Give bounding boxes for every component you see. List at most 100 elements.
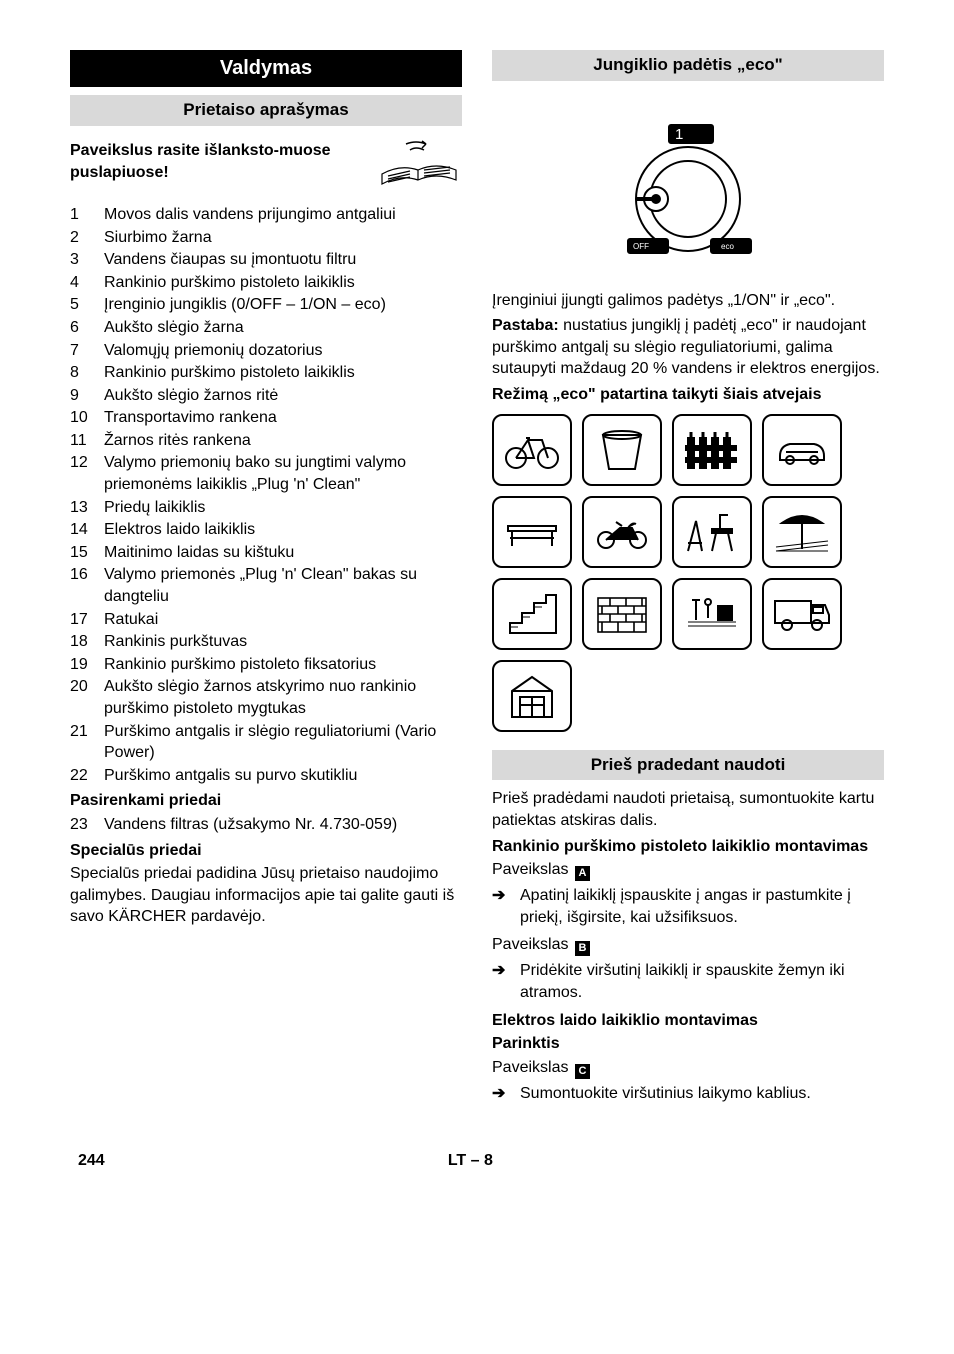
list-item: 16Valymo priemonės „Plug 'n' Clean" baka…	[70, 564, 462, 607]
eco-intro: Įrenginiui įjungti galimos padėtys „1/ON…	[492, 290, 884, 312]
list-text: Movos dalis vandens prijungimo antgaliui	[104, 204, 462, 226]
stairs-icon	[492, 578, 572, 650]
page-number: 244	[78, 1150, 105, 1172]
outdoor-chair-icon	[672, 496, 752, 568]
list-number: 18	[70, 631, 92, 653]
before-intro: Prieš pradėdami naudoti prietaisą, sumon…	[492, 788, 884, 831]
list-text: Žarnos ritės rankena	[104, 430, 462, 452]
step-text: Pridėkite viršutinį laikiklį ir spauskit…	[520, 960, 884, 1003]
wall-icon	[582, 578, 662, 650]
list-text: Purškimo antgalis su purvo skutikliu	[104, 765, 462, 787]
list-text: Valymo priemonių bako su jungtimi valymo…	[104, 452, 462, 495]
list-number: 9	[70, 385, 92, 407]
figure-b-label: Paveikslas B	[492, 934, 884, 956]
list-number: 23	[70, 814, 92, 836]
umbrella-icon	[762, 496, 842, 568]
list-number: 22	[70, 765, 92, 787]
special-header: Specialūs priedai	[70, 840, 462, 862]
list-number: 21	[70, 721, 92, 764]
list-number: 1	[70, 204, 92, 226]
page-footer: 244 LT – 8	[70, 1150, 884, 1172]
list-number: 3	[70, 249, 92, 271]
list-item: 19Rankinio purškimo pistoleto fiksatoriu…	[70, 654, 462, 676]
list-item: 5 Įrenginio jungiklis (0/OFF – 1/ON – eco…	[70, 294, 462, 316]
lead-row: Paveikslus rasite išlanksto-muose puslap…	[70, 134, 462, 190]
list-text: Maitinimo laidas su kištuku	[104, 542, 462, 564]
list-number: 5	[70, 294, 92, 316]
right-column: Jungiklio padėtis „eco" 1 OFF eco	[492, 50, 884, 1110]
svg-text:1: 1	[675, 126, 683, 143]
figure-a-label: Paveikslas A	[492, 859, 884, 881]
book-icon	[376, 134, 462, 190]
list-text: Vandens čiaupas su įmontuotu filtru	[104, 249, 462, 271]
before-title: Prieš pradedant naudoti	[492, 750, 884, 781]
dial-icon: 1 OFF eco	[603, 99, 773, 269]
list-text: Valomųjų priemonių dozatorius	[104, 340, 462, 362]
list-number: 11	[70, 430, 92, 452]
dial-figure: 1 OFF eco	[492, 89, 884, 290]
car-icon	[762, 414, 842, 486]
section-title: Valdymas	[70, 50, 462, 87]
list-text: Įrenginio jungiklis (0/OFF – 1/ON – eco)	[104, 294, 462, 316]
list-item: 11 Žarnos ritės rankena	[70, 430, 462, 452]
list-item: 7Valomųjų priemonių dozatorius	[70, 340, 462, 362]
tools-icon	[672, 578, 752, 650]
option-header: Parinktis	[492, 1033, 884, 1055]
step-b-list: ➔ Pridėkite viršutinį laikiklį ir spausk…	[492, 960, 884, 1003]
list-text: Transportavimo rankena	[104, 407, 462, 429]
list-item: 18 Rankinis purkštuvas	[70, 631, 462, 653]
list-number: 8	[70, 362, 92, 384]
list-text: Elektros laido laikiklis	[104, 519, 462, 541]
arrow-icon: ➔	[492, 1083, 512, 1105]
list-item: 6 Aukšto slėgio žarna	[70, 317, 462, 339]
list-text: Rankinis purkštuvas	[104, 631, 462, 653]
list-text: Siurbimo žarna	[104, 227, 462, 249]
list-number: 13	[70, 497, 92, 519]
list-item: 9Aukšto slėgio žarnos ritė	[70, 385, 462, 407]
step-text: Apatinį laikiklį įspauskite į angas ir p…	[520, 885, 884, 928]
note-label: Pastaba:	[492, 317, 559, 334]
icon-grid	[492, 414, 884, 732]
lead-text: Paveikslus rasite išlanksto-muose puslap…	[70, 140, 366, 183]
left-column: Valdymas Prietaiso aprašymas Paveikslus …	[70, 50, 462, 1110]
step-a-list: ➔ Apatinį laikiklį įspauskite į angas ir…	[492, 885, 884, 928]
list-item: 17Ratukai	[70, 609, 462, 631]
list-number: 6	[70, 317, 92, 339]
letter-b-icon: B	[575, 941, 590, 956]
svg-text:eco: eco	[721, 242, 734, 251]
list-item: 4 Rankinio purškimo pistoleto laikiklis	[70, 272, 462, 294]
list-item: Vandens filtras (užsakymo Nr. 4.730-059)	[104, 814, 462, 836]
optional-header: Pasirenkami priedai	[70, 790, 462, 812]
list-text: Aukšto slėgio žarna	[104, 317, 462, 339]
list-item: 22 Purškimo antgalis su purvo skutikliu	[70, 765, 462, 787]
list-text: Rankinio purškimo pistoleto laikiklis	[104, 272, 462, 294]
list-text: Priedų laikiklis	[104, 497, 462, 519]
svg-text:OFF: OFF	[633, 242, 649, 251]
list-text: Aukšto slėgio žarnos atskyrimo nuo ranki…	[104, 676, 462, 719]
list-number: 10	[70, 407, 92, 429]
list-text: Rankinio purškimo pistoleto fiksatorius	[104, 654, 462, 676]
motorcycle-icon	[582, 496, 662, 568]
mount1-header: Rankinio purškimo pistoleto laikiklio mo…	[492, 836, 884, 858]
numbered-list: 1 Movos dalis vandens prijungimo antgaliu…	[70, 204, 462, 786]
figure-c-label: Paveikslas C	[492, 1057, 884, 1079]
list-item: 14 Elektros laido laikiklis	[70, 519, 462, 541]
list-item: 13 Priedų laikiklis	[70, 497, 462, 519]
list-number: 14	[70, 519, 92, 541]
list-item: 3 Vandens čiaupas su įmontuotu filtru	[70, 249, 462, 271]
list-item: 20Aukšto slėgio žarnos atskyrimo nuo ran…	[70, 676, 462, 719]
list-number: 4	[70, 272, 92, 294]
van-icon	[762, 578, 842, 650]
list-item: 10 Transportavimo rankena	[70, 407, 462, 429]
list-item: 8Rankinio purškimo pistoleto laikiklis	[70, 362, 462, 384]
list-item: 1 Movos dalis vandens prijungimo antgaliu…	[70, 204, 462, 226]
arrow-icon: ➔	[492, 885, 512, 928]
page-lang: LT – 8	[448, 1150, 493, 1172]
step-text: Sumontuokite viršutinius laikymo kablius…	[520, 1083, 884, 1105]
list-item: 12Valymo priemonių bako su jungtimi valy…	[70, 452, 462, 495]
arrow-icon: ➔	[492, 960, 512, 1003]
list-item: 2Siurbimo žarna	[70, 227, 462, 249]
list-text: Purškimo antgalis ir slėgio reguliatoriu…	[104, 721, 462, 764]
optional-list: 23 Vandens filtras (užsakymo Nr. 4.730-0…	[70, 814, 462, 836]
special-text: Specialūs priedai padidina Jūsų prietais…	[70, 863, 462, 928]
